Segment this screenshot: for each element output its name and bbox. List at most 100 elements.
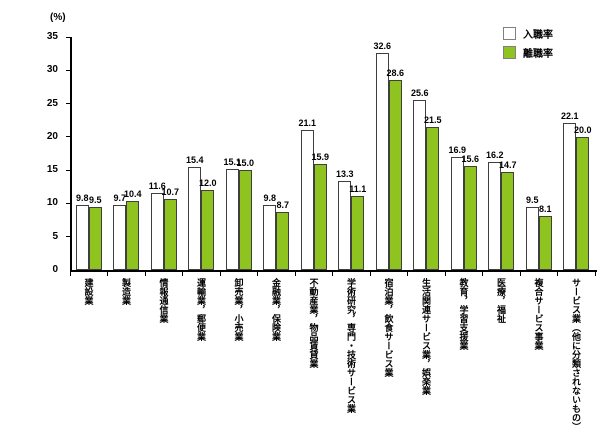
bar-value-label: 15.1 [223,157,242,168]
bar-value-label: 15.9 [311,152,330,163]
legend-label-hire-rate: 入職率 [523,30,553,41]
x-category-label: 卸売業，小売業 [233,278,244,341]
legend-item-hire-rate: 入職率 [503,24,553,43]
x-tick [369,272,371,276]
hire-rate-bar [188,167,202,270]
y-tick-label: 30 [46,64,58,76]
bar-value-label: 16.9 [448,145,467,156]
bar-value-label: 9.7 [113,193,126,204]
x-tick [482,272,483,276]
hire-rate-bar [525,206,539,270]
y-tick-label: 0 [52,264,58,275]
separation-rate-bar [88,206,102,270]
bar-value-label: 11.1 [349,184,367,195]
separation-rate-bar [163,198,177,270]
bar-value-label: 15.0 [236,158,255,169]
legend-item-separation-rate: 離職率 [503,43,553,62]
hire-rate-bar [563,122,577,270]
x-tick [444,272,446,276]
x-category-label: 宿泊業，飲食サービス業 [383,278,394,377]
separation-rate-bar [463,166,477,270]
y-tick [66,236,71,238]
y-axis-unit-label: (%) [50,12,66,23]
y-tick [66,103,71,105]
hire-rate-bar [488,162,502,270]
bar-value-label: 25.6 [410,87,429,98]
x-category-label: 情報通信業 [158,278,169,323]
hire-rate-bar [413,99,427,270]
separation-rate-bar [388,79,402,270]
bar-value-label: 15.4 [185,155,204,166]
y-tick-label: 25 [46,97,58,109]
x-tick [294,272,296,276]
bar-value-label: 9.8 [75,192,89,203]
bar-value-label: 28.6 [386,67,405,78]
bar-value-label: 8.1 [538,204,552,215]
bar-value-label: 22.1 [560,110,579,121]
bar-value-label: 15.6 [461,154,480,165]
x-category-label: 運輸業，郵便業 [195,278,206,341]
x-category-label: 金融業，保険業 [270,278,281,341]
x-tick [107,272,108,276]
x-tick [144,272,146,276]
bar-value-label: 13.3 [335,169,354,180]
y-tick [66,36,71,38]
bar-value-label: 9.8 [263,192,276,203]
x-tick [219,272,221,276]
x-tick [519,272,521,276]
hire-rate-bar [375,52,389,270]
hire-rate-swatch [503,27,516,40]
x-tick [257,272,258,276]
hire-rate-bar [75,204,89,270]
bar-value-label: 10.4 [123,188,142,199]
separation-rate-bar [238,170,252,270]
hire-rate-bar [263,204,277,270]
bar-value-label: 32.6 [373,40,392,51]
y-tick-label: 15 [46,164,58,176]
separation-rate-bar [126,200,140,270]
y-tick-label: 5 [52,230,58,242]
separation-rate-bar [201,190,215,270]
bar-value-label: 20.0 [573,124,592,135]
legend-label-separation-rate: 離職率 [523,49,553,60]
y-tick [66,202,71,204]
x-category-label: 不動産業，物品賃貸業 [308,278,319,368]
y-tick-label: 20 [46,130,58,142]
x-category-label: 学術研究，専門・技術サービス業 [345,278,356,413]
x-tick [594,272,596,276]
separation-rate-bar [351,196,365,270]
hire-rate-bar [450,157,464,270]
x-category-label: 生活関連サービス業，娯楽業 [420,278,431,395]
bar-value-label: 11.6 [148,180,166,191]
separation-rate-swatch [503,46,516,59]
bar-value-label: 8.7 [276,200,289,211]
x-category-label: 医療，福祉 [495,278,506,323]
x-tick [69,272,71,276]
bar-value-label: 10.7 [161,186,180,197]
separation-rate-bar [501,172,515,270]
x-tick [407,272,408,276]
bar-value-label: 12.0 [198,178,217,189]
separation-rate-bar [276,212,290,270]
bar-value-label: 9.5 [525,194,539,205]
x-tick [332,272,333,276]
x-tick [557,272,558,276]
bar-value-label: 14.7 [498,160,517,171]
x-tick [182,272,183,276]
hire-rate-bar [338,181,352,270]
x-category-label: 複合サービス事業 [533,278,544,350]
hire-rate-bar [300,129,314,270]
bar-value-label: 16.2 [485,150,504,161]
y-tick-label: 10 [46,197,58,209]
bar-value-label: 21.5 [423,114,442,125]
y-tick [66,136,71,138]
y-tick-label: 35 [46,31,58,42]
y-tick [66,169,71,171]
separation-rate-bar [538,216,552,270]
bar-value-label: 9.5 [88,194,102,205]
separation-rate-bar [313,164,327,270]
hire-rate-bar [113,205,127,270]
y-tick [66,69,71,71]
x-category-label: サービス業（他に分類されないもの） [570,278,581,431]
